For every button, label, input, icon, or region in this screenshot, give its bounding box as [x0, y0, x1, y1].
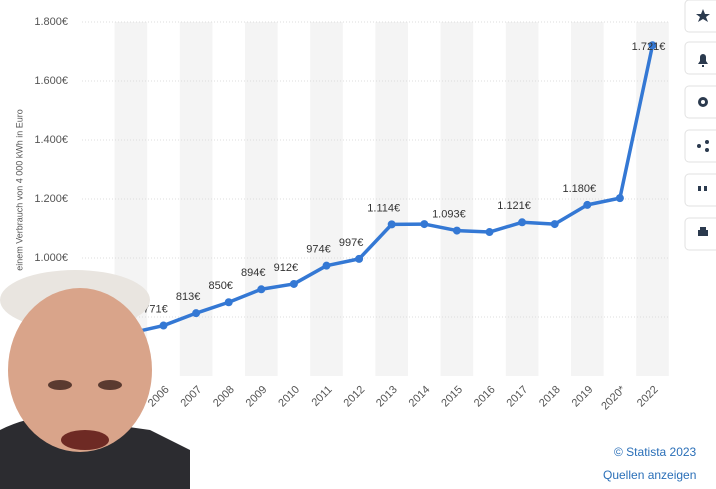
data-label: 850€	[208, 280, 232, 292]
data-label: 1.114€	[367, 202, 400, 214]
column-band	[245, 22, 278, 376]
point	[192, 309, 201, 318]
point	[289, 279, 298, 288]
y-tick-label: 1.800€	[34, 16, 68, 28]
toolbar	[684, 0, 716, 251]
star-icon	[696, 9, 710, 22]
x-tick-label: 2010	[276, 384, 302, 410]
y-tick-label: 1.400€	[34, 134, 68, 146]
y-tick-label: 1.600€	[34, 75, 68, 87]
copyright: © Statista 2023	[614, 445, 697, 459]
data-label: 813€	[176, 291, 200, 303]
line	[97, 44, 655, 345]
quote-icon	[704, 186, 707, 191]
sources-link[interactable]: Quellen anzeigen	[603, 468, 696, 482]
toolbar-icons	[696, 9, 710, 236]
data-label: 771€	[143, 303, 167, 315]
share-dot	[705, 140, 709, 144]
data-label: 997€	[339, 237, 363, 249]
point	[257, 285, 266, 294]
y-tick-label: 1.200€	[34, 193, 68, 205]
x-tick-label: 2011	[309, 384, 334, 409]
x-tick-label: 2008	[211, 384, 237, 410]
point	[322, 261, 331, 270]
point	[224, 298, 233, 307]
print-icon	[700, 227, 706, 230]
x-tick-label: 2007	[178, 384, 204, 410]
x-tick-label: 2015	[439, 384, 465, 410]
data-label: 912€	[274, 262, 298, 274]
marks: 712€746€771€813€850€894€912€974€997€1.11…	[78, 41, 665, 347]
photo-eye	[48, 380, 72, 390]
point	[485, 228, 494, 237]
point	[615, 194, 624, 203]
data-label: 974€	[306, 244, 330, 256]
data-label: 1.180€	[562, 183, 596, 195]
photo-face	[8, 288, 152, 452]
x-tick-label: 2012	[341, 384, 367, 410]
share-dot	[705, 148, 709, 152]
quote-icon	[698, 186, 701, 191]
x-tick-label: 2020*	[599, 383, 628, 412]
x-tick-label: 2018	[537, 384, 563, 410]
x-tick-label: 2016	[472, 384, 498, 410]
point	[387, 220, 396, 229]
point	[420, 220, 429, 229]
point	[648, 41, 657, 50]
share-dot	[697, 144, 701, 148]
x-tick-label: 2014	[407, 384, 433, 410]
data-label: 894€	[241, 267, 265, 279]
y-axis-title: einem Verbrauch von 4 000 kWh in Euro	[14, 109, 24, 271]
x-tick-label: 2017	[504, 384, 530, 410]
point	[159, 321, 168, 330]
bell-icon	[698, 54, 708, 67]
point	[550, 220, 559, 229]
print-icon	[698, 230, 708, 236]
data-label: 1.121€	[497, 200, 531, 212]
photo-overlay	[0, 270, 190, 489]
y-tick-label: 1.000€	[34, 252, 68, 264]
photo-mouth	[61, 430, 109, 450]
photo-eye	[98, 380, 122, 390]
column-band	[505, 22, 539, 376]
grid	[82, 21, 669, 318]
x-tick-label: 2022	[635, 384, 661, 410]
gear-hole	[701, 100, 705, 104]
point	[518, 218, 527, 227]
x-tick-label: 2013	[374, 384, 400, 410]
point	[355, 254, 364, 263]
data-label: 1.721€	[632, 41, 666, 53]
x-tick-label: 2019	[570, 384, 596, 410]
data-label: 1.093€	[432, 208, 466, 220]
column-band	[440, 22, 474, 376]
point	[583, 200, 592, 209]
x-tick-label: 2009	[244, 384, 270, 410]
point	[452, 226, 461, 235]
